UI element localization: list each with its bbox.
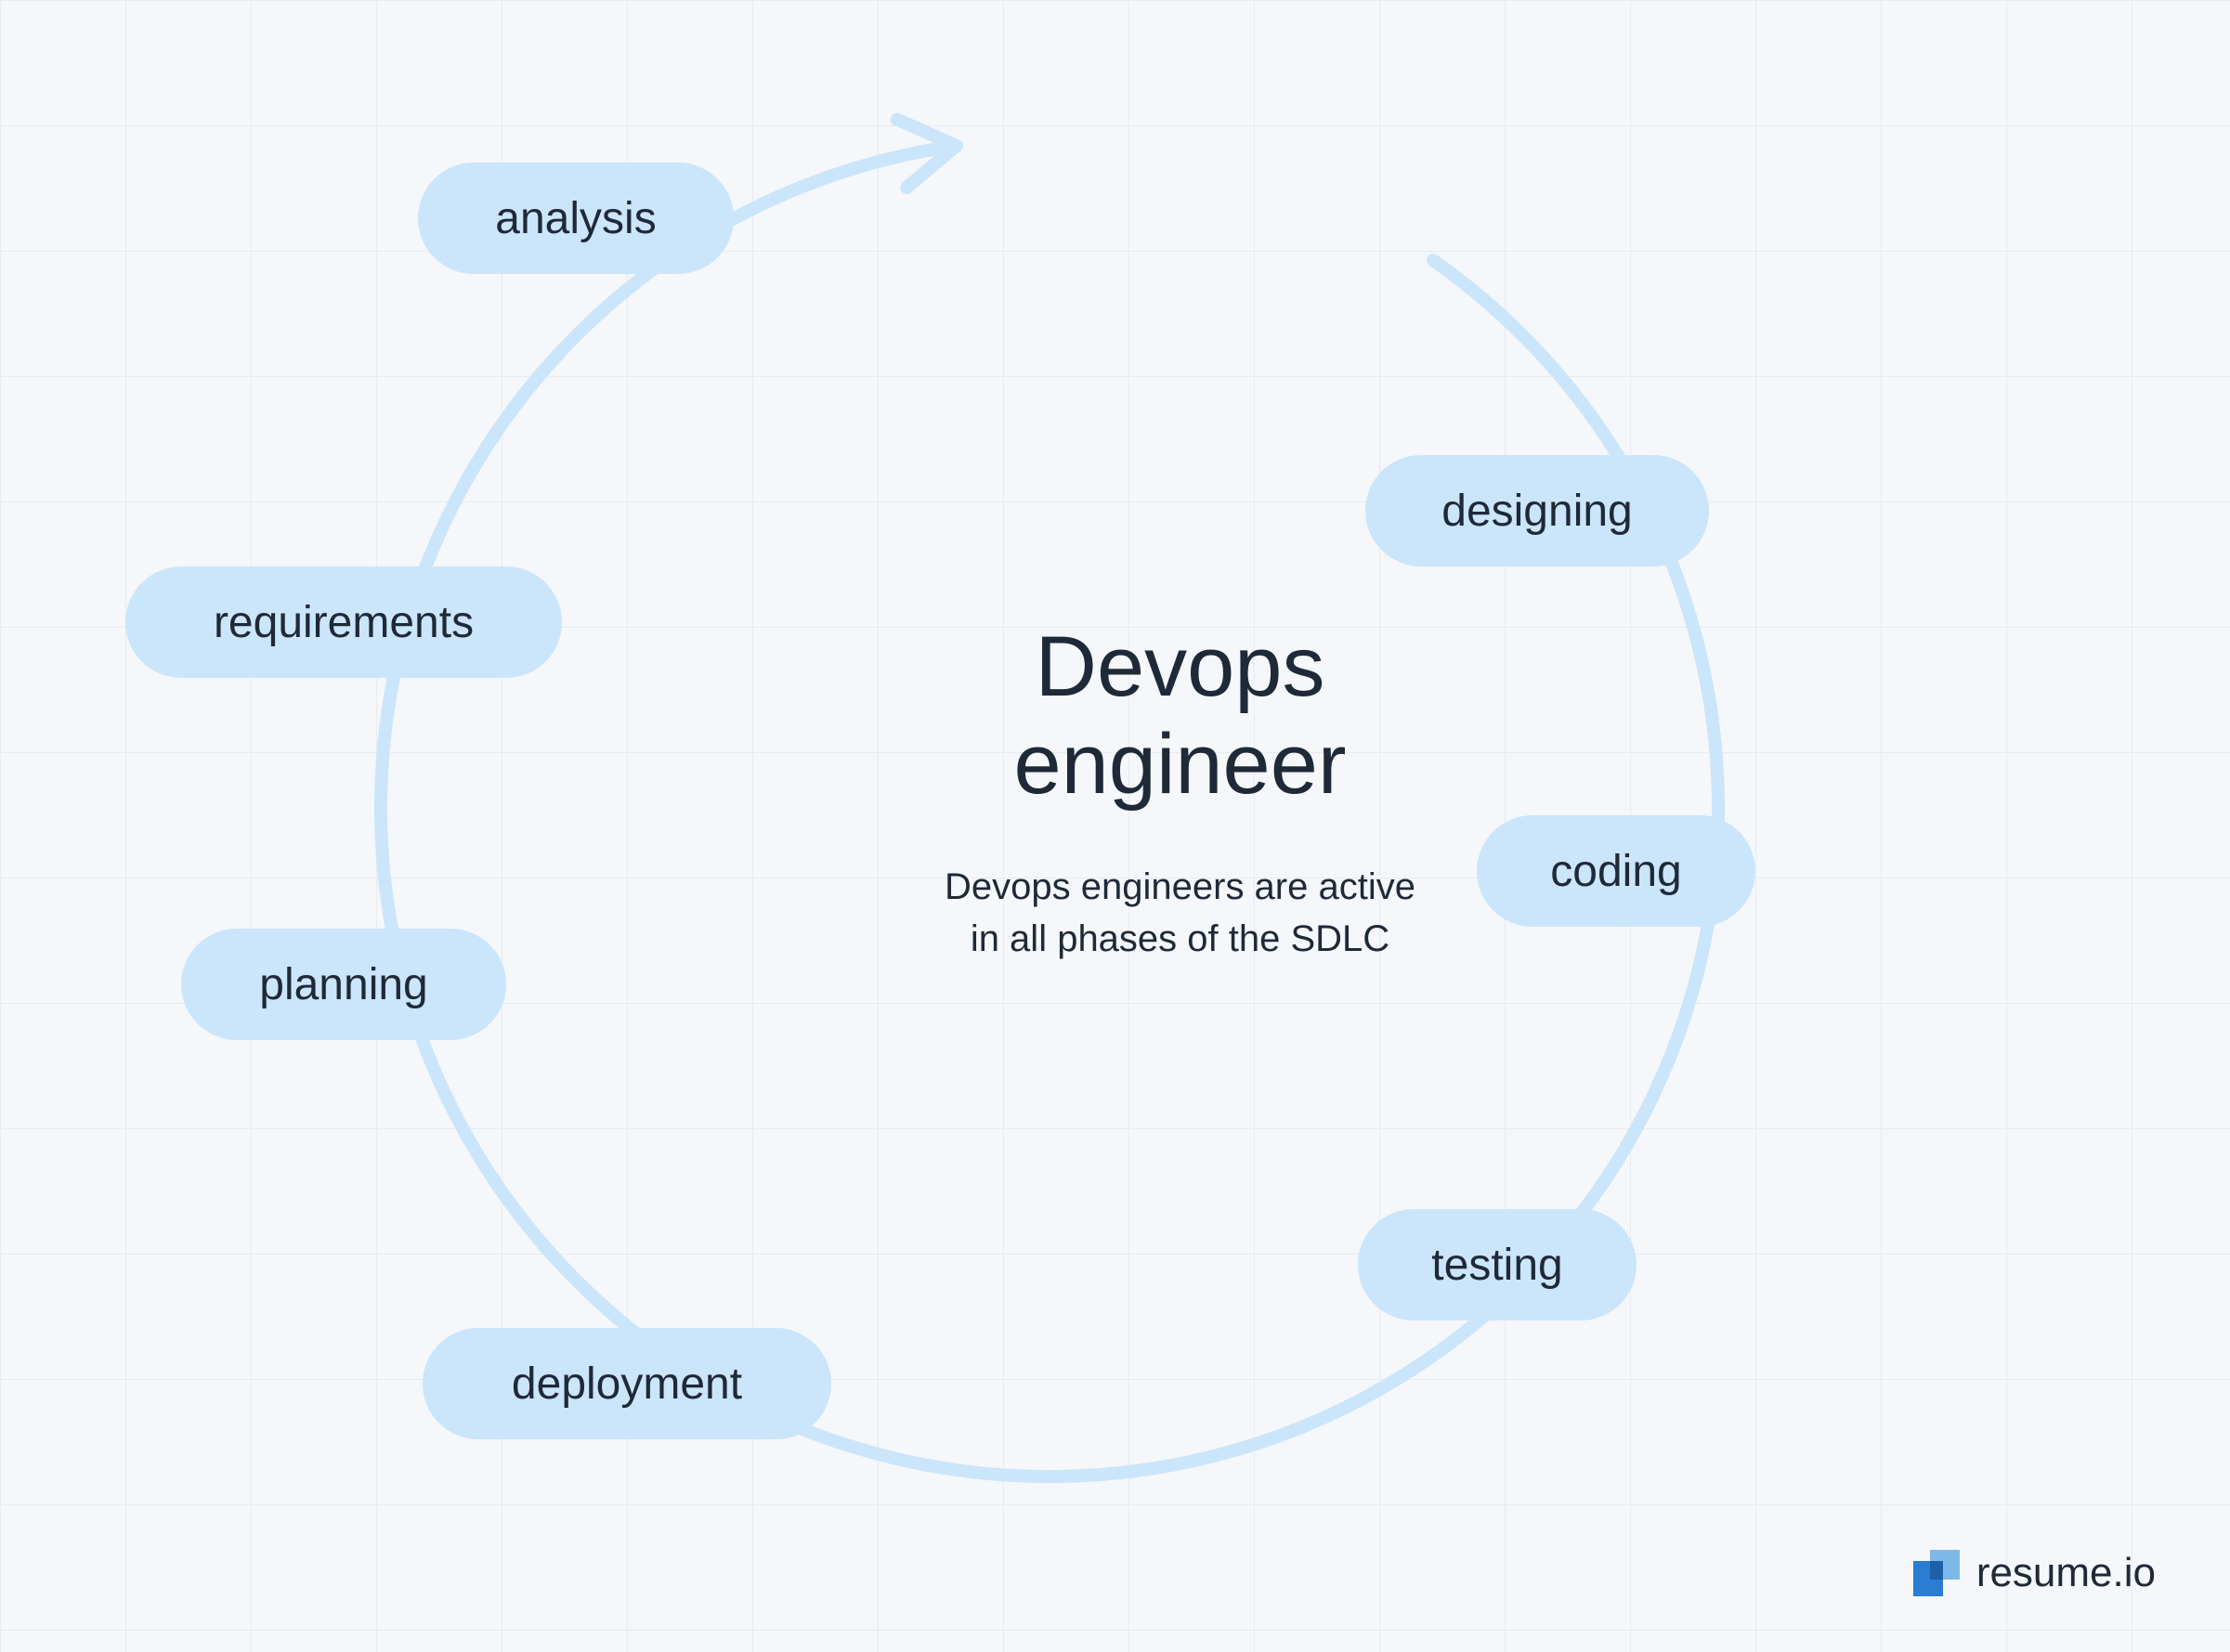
center-subtitle: Devops engineers are active in all phase…: [855, 861, 1506, 965]
sdlc-node-requirements: requirements: [125, 566, 562, 678]
node-label: deployment: [512, 1359, 742, 1410]
sdlc-node-deployment: deployment: [423, 1328, 831, 1439]
node-label: requirements: [214, 597, 474, 648]
node-label: analysis: [495, 193, 656, 244]
subtitle-line2: in all phases of the SDLC: [971, 918, 1389, 959]
brand-logo: resume.io: [1913, 1550, 2156, 1596]
sdlc-node-testing: testing: [1358, 1209, 1637, 1320]
brand-text: resume.io: [1976, 1550, 2156, 1596]
node-label: planning: [259, 959, 428, 1010]
node-label: testing: [1431, 1240, 1562, 1291]
title-line2: engineer: [1013, 717, 1346, 812]
sdlc-node-designing: designing: [1365, 455, 1709, 566]
resume-io-icon: [1913, 1550, 1960, 1596]
node-label: coding: [1550, 846, 1681, 897]
center-content: Devops engineer Devops engineers are act…: [855, 618, 1506, 965]
sdlc-node-planning: planning: [181, 929, 506, 1040]
center-title: Devops engineer: [855, 618, 1506, 814]
sdlc-diagram: Devops engineer Devops engineers are act…: [0, 0, 2230, 1652]
node-label: designing: [1441, 486, 1633, 537]
subtitle-line1: Devops engineers are active: [945, 866, 1415, 907]
sdlc-node-coding: coding: [1477, 815, 1755, 927]
sdlc-node-analysis: analysis: [418, 163, 734, 274]
title-line1: Devops: [1036, 618, 1325, 713]
